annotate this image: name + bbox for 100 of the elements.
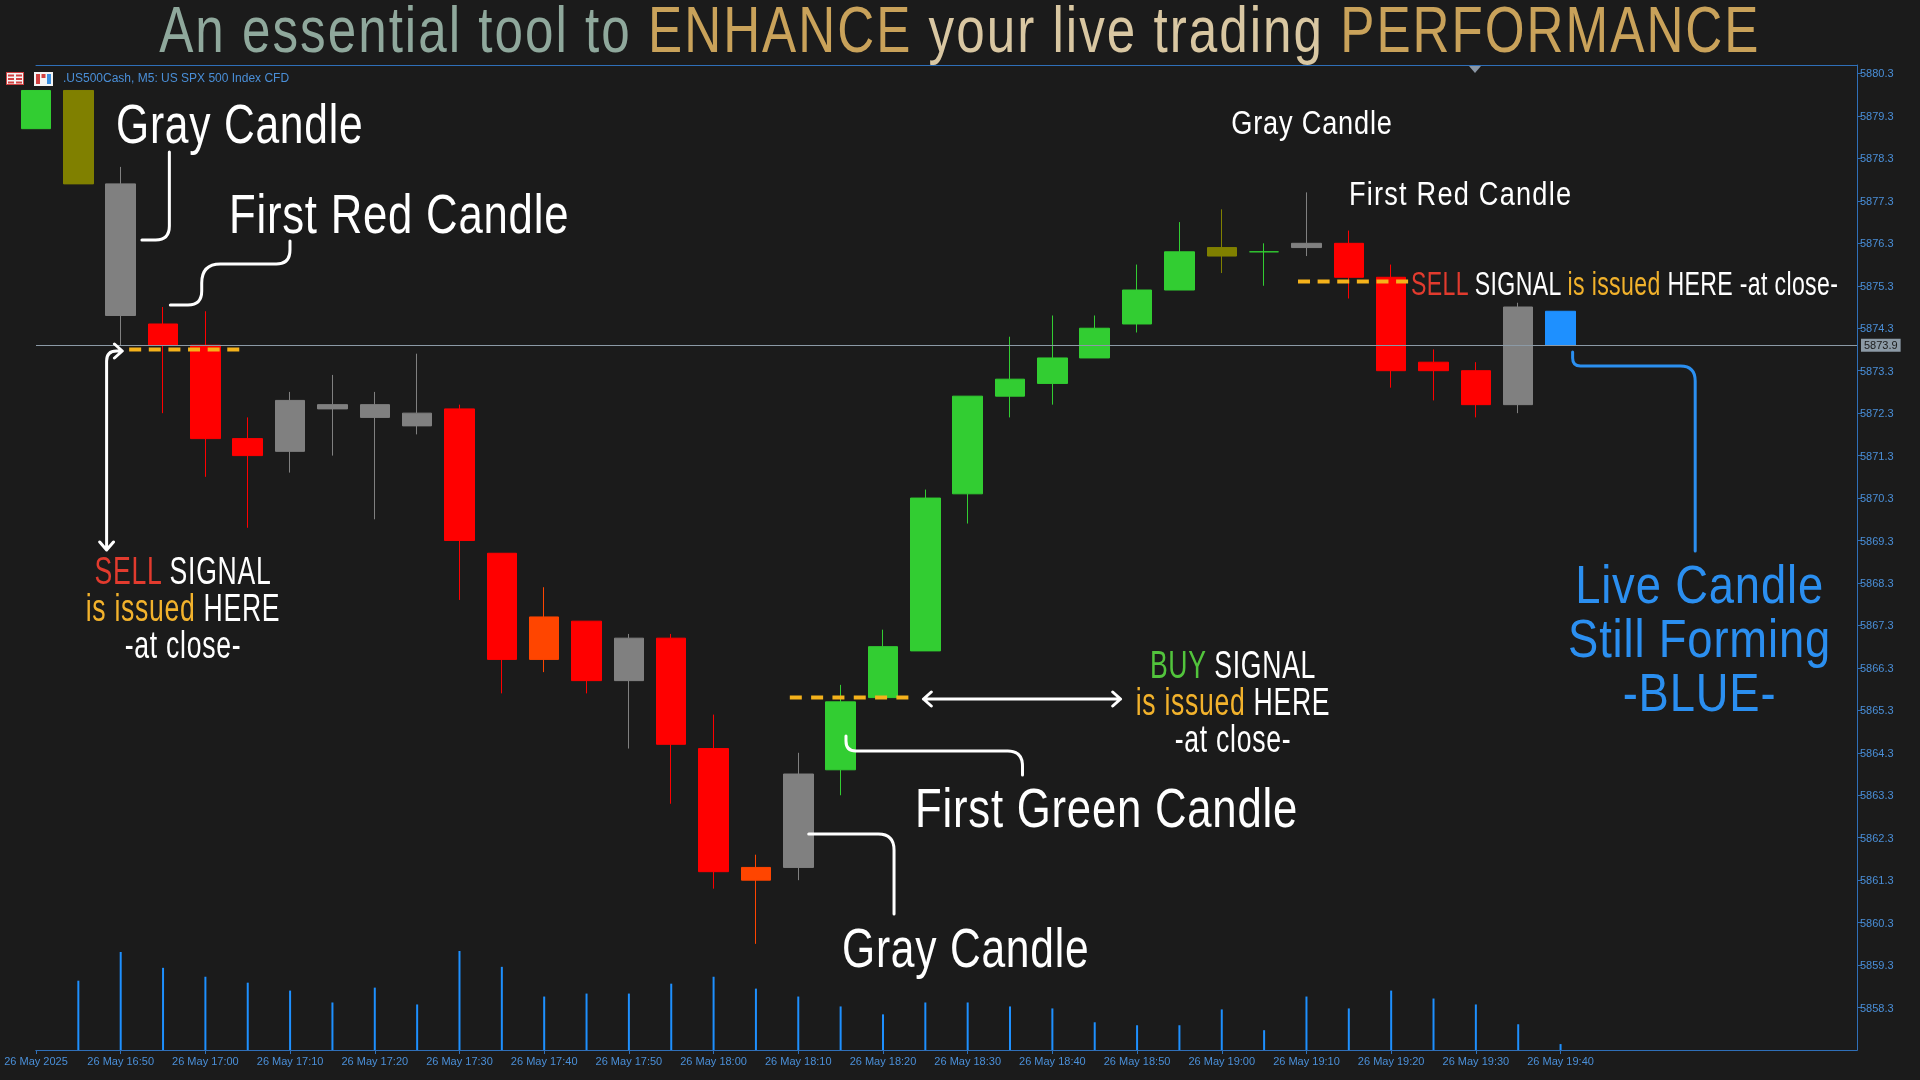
- bar: [119, 951, 122, 1050]
- bar: [1093, 1022, 1096, 1050]
- y-tick-label: 5876.3: [1860, 237, 1894, 250]
- candlestick: [910, 489, 941, 652]
- x-tick-label: 26 May 18:10: [764, 1054, 832, 1067]
- bar: [1178, 1025, 1181, 1050]
- bar: [500, 966, 503, 1050]
- bar: [1263, 1030, 1266, 1050]
- annotation: Gray Candle: [1231, 103, 1393, 141]
- x-tick-label: 26 May 17:30: [426, 1054, 493, 1067]
- bar: [797, 996, 800, 1050]
- y-tick-label: 5871.3: [1860, 449, 1894, 462]
- candlestick: [1291, 191, 1322, 257]
- bar: [839, 1006, 842, 1050]
- candlestick: [402, 353, 432, 435]
- candlestick: [275, 391, 305, 474]
- x-tick-label: 26 May 19:10: [1273, 1054, 1340, 1067]
- bar: [754, 988, 757, 1050]
- y-tick-label: 5873.3: [1860, 364, 1894, 377]
- annotation: Gray Candle: [116, 92, 364, 155]
- bar: [1432, 998, 1435, 1050]
- candlestick: [487, 552, 517, 694]
- candlestick: [741, 854, 771, 945]
- y-tick-label: 5868.3: [1860, 576, 1894, 589]
- y-tick-label: 5872.3: [1860, 407, 1894, 420]
- x-tick-label: 26 May 17:50: [595, 1054, 663, 1067]
- y-tick-label: 5862.3: [1860, 831, 1894, 844]
- candlestick: [698, 714, 729, 890]
- bar: [162, 967, 165, 1050]
- x-tick-label: 26 May 19:00: [1188, 1054, 1256, 1067]
- bar: [670, 983, 673, 1050]
- candlestick: [190, 310, 221, 478]
- text: SELL SIGNAL is issued HERE -at close-: [85, 550, 281, 666]
- bar: [77, 980, 80, 1050]
- candlestick: [995, 336, 1025, 418]
- candlestick: [825, 684, 856, 796]
- x-tick-label: 26 May 17:00: [172, 1054, 239, 1067]
- y-tick-label: 5859.3: [1860, 959, 1894, 972]
- candlestick: [21, 89, 51, 130]
- candlestick: [614, 633, 644, 750]
- bar: [1305, 996, 1308, 1050]
- candlestick: [1503, 302, 1533, 414]
- candlestick: [952, 395, 983, 525]
- y-tick-label: 5879.3: [1860, 109, 1894, 122]
- candlestick: [1334, 230, 1364, 300]
- annotation: First Green Candle: [915, 776, 1299, 839]
- bar: [966, 1002, 969, 1050]
- bar: [543, 996, 546, 1050]
- chart-title: An essential tool to ENHANCE your live trading PERFORMANCE: [159, 0, 1761, 66]
- y-tick-label: 5880.3: [1860, 67, 1894, 80]
- x-tick-label: 26 May 2025: [4, 1054, 68, 1067]
- bar: [1347, 1008, 1350, 1050]
- bar: [1474, 1004, 1477, 1050]
- text: BUY SIGNAL is issued HERE -at close-: [1136, 644, 1331, 760]
- candlestick: [1207, 208, 1237, 274]
- bar: [1517, 1024, 1520, 1050]
- x-tick-label: 26 May 18:30: [934, 1054, 1001, 1067]
- x-tick-label: 26 May 18:00: [680, 1054, 747, 1067]
- y-tick-label: 5861.3: [1860, 874, 1894, 887]
- x-tick-label: 26 May 18:50: [1103, 1054, 1171, 1067]
- text: .US500Cash, M5: US SPX 500 Index CFD: [63, 71, 290, 85]
- candlestick: [444, 404, 475, 601]
- x-tick-label: 26 May 19:30: [1442, 1054, 1510, 1067]
- y-tick-label: 5864.3: [1860, 746, 1894, 759]
- bar: [289, 990, 292, 1050]
- bar: [246, 982, 249, 1050]
- bar: [627, 993, 630, 1050]
- x-tick-label: 26 May 18:40: [1019, 1054, 1086, 1067]
- y-tick-label: 5874.3: [1860, 322, 1894, 335]
- y-tick-label: 5878.3: [1860, 152, 1894, 165]
- y-tick-label: 5867.3: [1860, 619, 1894, 632]
- y-tick-label: 5863.3: [1860, 789, 1894, 802]
- bar: [458, 951, 461, 1050]
- x-tick-label: 26 May 17:10: [256, 1054, 324, 1067]
- candlestick: [1545, 310, 1576, 346]
- bar: [1390, 990, 1393, 1050]
- candlestick: [1164, 221, 1195, 291]
- annotation: SELL SIGNAL is issued HERE -at close-: [1410, 264, 1839, 302]
- candlestick: [105, 166, 136, 346]
- y-tick-label: 5860.3: [1860, 916, 1894, 929]
- bar: [585, 993, 588, 1050]
- bar: [924, 1002, 927, 1050]
- bar: [1559, 1044, 1562, 1050]
- y-tick-label: 5866.3: [1860, 661, 1894, 674]
- y-tick-label: 5869.3: [1860, 534, 1894, 547]
- y-tick-label: 5858.3: [1860, 1001, 1894, 1014]
- bar: [712, 976, 715, 1050]
- candlestick: [529, 586, 559, 673]
- candlestick: [1461, 361, 1491, 418]
- candlestick: [1376, 264, 1406, 389]
- candlestick: [1122, 264, 1152, 333]
- bar: [1220, 1009, 1223, 1050]
- ref-line-label: 5873.9: [1864, 339, 1898, 352]
- x-tick-label: 26 May 18:20: [849, 1054, 917, 1067]
- candlestick: [1249, 242, 1279, 287]
- bar: [1051, 1008, 1054, 1050]
- bar: [204, 976, 207, 1050]
- x-tick-label: 26 May 17:40: [510, 1054, 578, 1067]
- y-tick-label: 5875.3: [1860, 279, 1894, 292]
- annotation: First Red Candle: [228, 182, 569, 245]
